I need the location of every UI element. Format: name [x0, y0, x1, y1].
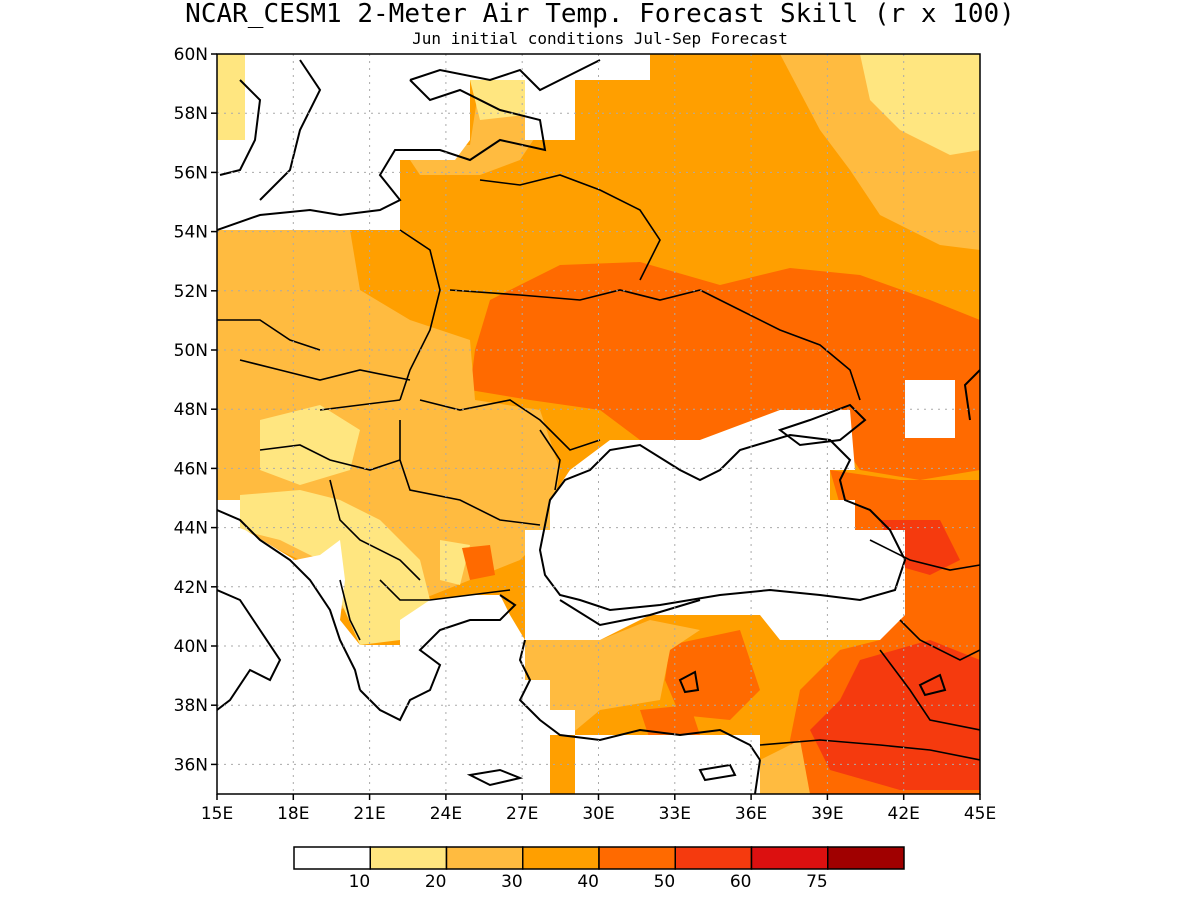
- lon-tick-label: 39E: [811, 804, 843, 824]
- zone-20-30-levant: [760, 740, 810, 794]
- colorbar-label: 40: [577, 872, 599, 892]
- map-title: NCAR_CESM1 2-Meter Air Temp. Forecast Sk…: [185, 0, 1015, 29]
- colorbar-swatch: [674, 846, 753, 870]
- border-14: [899, 619, 980, 661]
- adriatic-coast: [217, 509, 361, 691]
- border-4: [699, 289, 861, 401]
- mask-black-sea: [525, 410, 905, 640]
- cyprus: [698, 763, 737, 782]
- border-2: [449, 289, 701, 301]
- colorbar-label: 50: [654, 872, 676, 892]
- azov-coast: [777, 403, 867, 447]
- border-10: [259, 444, 401, 471]
- lat-tick-label: 44N: [174, 519, 208, 539]
- zone-10-20-hungary: [260, 405, 360, 485]
- italy-coast: [217, 589, 282, 711]
- border-15: [879, 649, 980, 731]
- border-11: [329, 479, 421, 581]
- mask-scandinavia: [217, 54, 650, 230]
- zone-20-30-turkey-west: [520, 620, 700, 735]
- border-17: [869, 539, 980, 571]
- mask-nw-top: [217, 140, 245, 170]
- border-18: [539, 429, 561, 491]
- border-12: [379, 579, 511, 601]
- zone-40-50-bulgaria: [462, 545, 495, 580]
- lat-tick-label: 50N: [174, 341, 208, 361]
- baltic-coast: [217, 79, 547, 231]
- coastlines: [217, 59, 980, 794]
- zone-10-20-finland: [470, 80, 525, 120]
- colorbar-label: 10: [349, 872, 371, 892]
- crete-coast: [466, 768, 524, 787]
- lat-tick-label: 46N: [174, 459, 208, 479]
- lon-tick-label: 33E: [659, 804, 691, 824]
- lat-tick-label: 60N: [174, 45, 208, 65]
- lon-tick-label: 45E: [964, 804, 996, 824]
- lat-tick-label: 48N: [174, 400, 208, 420]
- greece-coast: [359, 594, 517, 722]
- colorbar-swatch: [293, 846, 371, 870]
- colorbar-label: 20: [425, 872, 447, 892]
- zone-40-50-ukraine: [470, 262, 980, 480]
- lat-tick-label: 54N: [174, 223, 208, 243]
- border-7: [319, 399, 401, 411]
- lat-tick-label: 36N: [174, 755, 208, 775]
- levant-coast: [754, 759, 761, 794]
- colorbar-label: 30: [501, 872, 523, 892]
- mask-greece-aegean: [217, 520, 575, 794]
- border-9: [217, 319, 321, 351]
- colorbar-swatch: [827, 846, 905, 870]
- turkey-aegean-coast: [518, 639, 761, 761]
- colorbar-swatch: [445, 846, 524, 870]
- mask-crete-area: [395, 690, 420, 705]
- lon-tick-label: 18E: [277, 804, 309, 824]
- border-3: [479, 174, 661, 281]
- lat-tick-label: 56N: [174, 163, 208, 183]
- longitude-axis: 15E 18E 21E 24E 27E 30E 33E 36E 39E 42E 45E: [201, 794, 996, 824]
- lake-van: [918, 673, 947, 697]
- scandinavia-coast: [219, 59, 322, 201]
- lon-tick-label: 15E: [201, 804, 233, 824]
- lon-tick-label: 30E: [582, 804, 614, 824]
- lon-tick-label: 21E: [353, 804, 385, 824]
- lat-tick-label: 58N: [174, 104, 208, 124]
- colorbar-swatch: [598, 846, 676, 870]
- lake-tuz: [678, 670, 700, 694]
- lat-tick-label: 52N: [174, 282, 208, 302]
- border-5: [419, 399, 601, 451]
- border-13: [339, 579, 361, 641]
- lon-tick-label: 42E: [888, 804, 920, 824]
- border-16: [759, 739, 980, 761]
- border-1: [399, 229, 441, 401]
- colorbar-swatch: [522, 846, 600, 870]
- colorbar-label: 75: [806, 872, 828, 892]
- mask-azov: [905, 380, 955, 438]
- colorbar-label: 60: [730, 872, 752, 892]
- zone-10-20-romania: [440, 540, 470, 585]
- lon-tick-label: 36E: [735, 804, 767, 824]
- lat-tick-label: 42N: [174, 578, 208, 598]
- zone-40-50-turkey: [665, 630, 760, 720]
- lon-tick-label: 27E: [506, 804, 538, 824]
- zone-10-20-northeast: [860, 54, 980, 155]
- shaded-skill-field: [217, 54, 980, 794]
- zone-50-60-east-turkey: [810, 640, 980, 790]
- border-8: [239, 359, 411, 381]
- latitude-axis: 60N 58N 56N 54N 52N 50N 48N 46N 44N 42N 40N 38N 36N: [174, 45, 217, 775]
- black-sea-coast: [538, 433, 907, 612]
- border-6: [399, 420, 541, 526]
- map-subtitle: Jun initial conditions Jul-Sep Forecast: [412, 29, 788, 48]
- grid-lines: [217, 54, 980, 794]
- lat-tick-label: 38N: [174, 696, 208, 716]
- finland-coast: [409, 59, 601, 92]
- lat-tick-label: 40N: [174, 637, 208, 657]
- lon-tick-label: 24E: [430, 804, 462, 824]
- caspian-coast: [963, 369, 980, 421]
- colorbar-swatch: [750, 846, 829, 870]
- colorbar: 10 20 30 40 50 60 75: [293, 846, 905, 892]
- political-borders: [217, 174, 980, 761]
- colorbar-swatch: [369, 846, 448, 870]
